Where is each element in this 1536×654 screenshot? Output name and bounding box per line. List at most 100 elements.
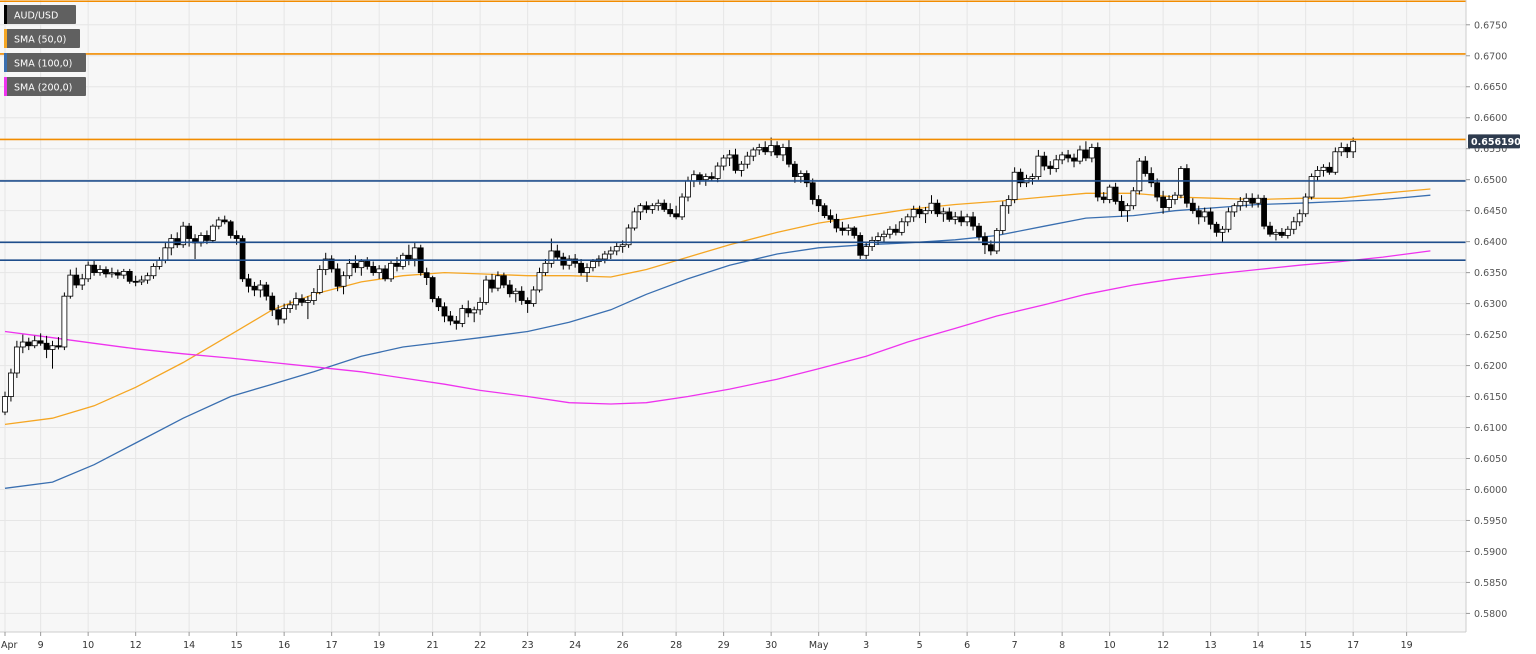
x-tick-label: Apr xyxy=(1,640,18,651)
candle-body-up xyxy=(1284,228,1291,236)
candle xyxy=(970,211,976,231)
candle-body-up xyxy=(471,309,478,314)
candle-body-up xyxy=(845,227,852,231)
candle xyxy=(215,216,222,230)
candle-body-up xyxy=(993,230,1000,252)
candle-body-down xyxy=(661,202,668,210)
candle-body-down xyxy=(732,154,739,171)
candle-body-down xyxy=(405,254,412,260)
legend-swatch xyxy=(4,29,7,48)
candle xyxy=(49,340,56,369)
candle-body-up xyxy=(67,274,74,297)
candle-body-down xyxy=(934,202,941,215)
candle-body-up xyxy=(1255,197,1262,204)
candle-body-down xyxy=(233,235,240,239)
candle xyxy=(483,275,489,305)
x-tick-label: 19 xyxy=(373,640,385,651)
candle-body-down xyxy=(73,274,80,286)
candle xyxy=(120,268,127,279)
x-tick-label: 15 xyxy=(231,640,243,651)
x-tick-label: 26 xyxy=(617,640,629,651)
candle-body-up xyxy=(8,372,14,397)
candle xyxy=(696,172,703,185)
sma-line-100 xyxy=(4,194,1431,489)
legend-swatch xyxy=(4,5,7,24)
candle xyxy=(1112,182,1119,205)
candle-body-up xyxy=(922,210,929,215)
candle xyxy=(1308,173,1315,200)
candle-body-up xyxy=(655,202,662,207)
candle-body-up xyxy=(619,244,626,248)
candle xyxy=(1225,207,1232,233)
candle-body-down xyxy=(976,225,982,238)
candle xyxy=(1261,195,1267,230)
candle-body-down xyxy=(1100,196,1107,200)
candle xyxy=(19,334,26,354)
candle xyxy=(910,205,917,222)
candle-body-down xyxy=(643,205,650,210)
candle xyxy=(702,173,709,186)
candle-body-down xyxy=(1065,154,1071,159)
candle-body-down xyxy=(299,298,305,303)
candle-body-down xyxy=(827,215,834,220)
candle xyxy=(1320,164,1327,177)
candle-body-down xyxy=(1094,147,1101,198)
candle-body-down xyxy=(554,250,561,258)
candle-body-up xyxy=(1296,213,1303,223)
candle xyxy=(934,199,941,217)
candle-body-down xyxy=(447,315,454,322)
candle-body-up xyxy=(1005,199,1012,207)
candle-body-down xyxy=(465,308,472,314)
candle-body-up xyxy=(168,238,175,249)
candle-body-down xyxy=(1183,168,1190,204)
candle xyxy=(1213,221,1220,237)
candle-body-up xyxy=(316,269,323,293)
x-tick-label: 29 xyxy=(718,640,730,651)
legend-label: SMA (50,0) xyxy=(14,35,66,46)
candle-body-up xyxy=(376,268,383,274)
candle xyxy=(601,250,608,264)
candle-body-down xyxy=(489,279,495,289)
candle-body-up xyxy=(215,219,222,227)
candle-body-up xyxy=(999,205,1006,231)
candle-body-up xyxy=(1237,200,1244,207)
candle xyxy=(958,210,965,227)
candle xyxy=(293,292,299,310)
candle xyxy=(61,292,68,351)
legend-item-background xyxy=(4,77,86,96)
legend-item-background xyxy=(4,29,80,48)
candle xyxy=(1077,145,1083,165)
candle xyxy=(845,224,852,236)
candle-body-up xyxy=(346,262,353,277)
x-tick-label: 30 xyxy=(765,640,777,651)
candle-body-up xyxy=(1290,221,1297,230)
candle-body-down xyxy=(500,275,507,286)
candle xyxy=(423,267,430,286)
candle-body-down xyxy=(803,173,810,184)
candle-body-down xyxy=(1189,202,1196,212)
current-price-marker: 0.656190 xyxy=(1468,134,1521,149)
candle xyxy=(578,258,584,276)
candle-body-down xyxy=(1326,166,1333,173)
candle xyxy=(1154,178,1161,202)
candle-body-down xyxy=(1160,196,1167,208)
x-tick-label: 19 xyxy=(1401,640,1413,651)
candle-body-down xyxy=(1047,165,1054,169)
candle xyxy=(209,224,216,243)
candle xyxy=(536,267,543,293)
candle-body-up xyxy=(388,262,394,280)
candle xyxy=(667,203,674,217)
candle-body-up xyxy=(1308,176,1315,198)
candle xyxy=(85,261,92,282)
candle-body-up xyxy=(1314,169,1321,177)
candle-body-up xyxy=(685,180,691,198)
candle xyxy=(827,209,834,224)
legend-label: SMA (100,0) xyxy=(14,59,72,70)
candle-body-down xyxy=(435,298,442,308)
candle-body-down xyxy=(251,285,258,291)
candle-body-up xyxy=(180,225,187,246)
candle xyxy=(441,302,448,323)
candle xyxy=(180,221,187,248)
candle xyxy=(1005,195,1012,214)
